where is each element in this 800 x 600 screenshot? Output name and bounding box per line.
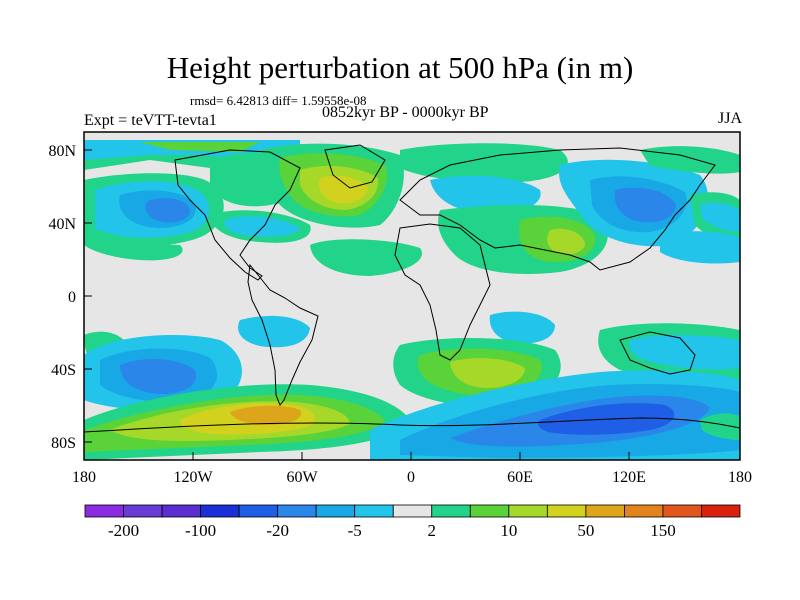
- colorbar-swatch: [624, 504, 664, 518]
- contour-region: [120, 358, 196, 394]
- contour-region: [614, 187, 676, 223]
- contour-region: [84, 225, 183, 261]
- x-tick-label: 60E: [507, 469, 533, 486]
- experiment-label: Expt = teVTT-tevta1: [84, 112, 217, 129]
- contour-field: [84, 132, 740, 460]
- colorbar-swatch: [277, 504, 317, 518]
- contour-region: [430, 175, 541, 215]
- stats-text: rmsd= 6.42813 diff= 1.59558e-08: [190, 93, 367, 108]
- contour-region: [224, 216, 300, 237]
- x-tick-label: 0: [407, 469, 415, 486]
- colorbar-swatch: [84, 504, 124, 518]
- x-tick-label: 120E: [612, 469, 646, 486]
- y-tick-label: 40N: [48, 216, 76, 233]
- colorbar-swatch: [392, 504, 433, 518]
- coastline-antarctica: [84, 417, 740, 433]
- colorbar-swatch: [431, 504, 471, 518]
- colorbar-label: 50: [577, 521, 594, 540]
- x-tick-label: 180: [728, 469, 752, 486]
- contour-region: [660, 231, 740, 264]
- colorbar-label: 2: [428, 521, 437, 540]
- colorbar-swatch: [508, 504, 548, 518]
- y-axis: 80N 40N 0 40S 80S: [48, 143, 92, 452]
- colorbar-label: -100: [185, 521, 216, 540]
- x-axis: 180 120W 60W 0 60E 120E 180: [72, 452, 752, 486]
- coastline-australia: [619, 331, 696, 375]
- colorbar-swatch: [161, 504, 201, 518]
- colorbar-swatch: [123, 504, 163, 518]
- coastline-eurasia: [399, 147, 716, 271]
- colorbar-swatch: [238, 504, 279, 518]
- x-tick-label: 180: [72, 469, 96, 486]
- colorbar-swatch: [546, 504, 587, 518]
- contour-region: [145, 198, 190, 223]
- contour-region: [238, 315, 310, 348]
- contour-region: [700, 413, 740, 440]
- y-tick-label: 0: [68, 289, 76, 306]
- y-tick-label: 80S: [51, 435, 76, 452]
- contour-region: [700, 202, 740, 232]
- contour-region: [450, 358, 525, 388]
- colorbar-swatch: [662, 504, 702, 518]
- colorbar-swatch: [585, 504, 625, 518]
- period-label: 0852kyr BP - 0000kyr BP: [322, 104, 489, 121]
- colorbar-label: -200: [108, 521, 139, 540]
- plot-title: Height perturbation at 500 hPa (in m): [166, 50, 634, 85]
- contour-region: [547, 228, 585, 255]
- coastline-africa: [394, 223, 491, 361]
- colorbar-label: -5: [348, 521, 362, 540]
- colorbar-swatch: [315, 504, 356, 518]
- coastline-greenland: [324, 144, 386, 189]
- coastline-south-america: [247, 263, 319, 406]
- contour-region: [230, 405, 302, 425]
- x-tick-label: 60W: [286, 469, 318, 486]
- season-label: JJA: [717, 110, 742, 127]
- contour-region: [318, 175, 368, 204]
- colorbar-label: -20: [266, 521, 289, 540]
- contour-region: [629, 335, 740, 370]
- contour-region: [489, 311, 555, 344]
- colorbar: [84, 504, 741, 518]
- colorbar-swatch: [469, 504, 510, 518]
- colorbar-swatch: [701, 504, 741, 518]
- coastlines: [84, 144, 740, 433]
- colorbar-labels: -200 -100 -20 -5 2 10 50 150: [108, 521, 676, 540]
- colorbar-swatch: [354, 504, 394, 518]
- x-tick-label: 120W: [173, 469, 213, 486]
- contour-region: [310, 239, 422, 276]
- y-tick-label: 40S: [51, 362, 76, 379]
- colorbar-label: 10: [500, 521, 517, 540]
- colorbar-swatch: [200, 504, 240, 518]
- y-tick-label: 80N: [48, 143, 76, 160]
- colorbar-label: 150: [650, 521, 676, 540]
